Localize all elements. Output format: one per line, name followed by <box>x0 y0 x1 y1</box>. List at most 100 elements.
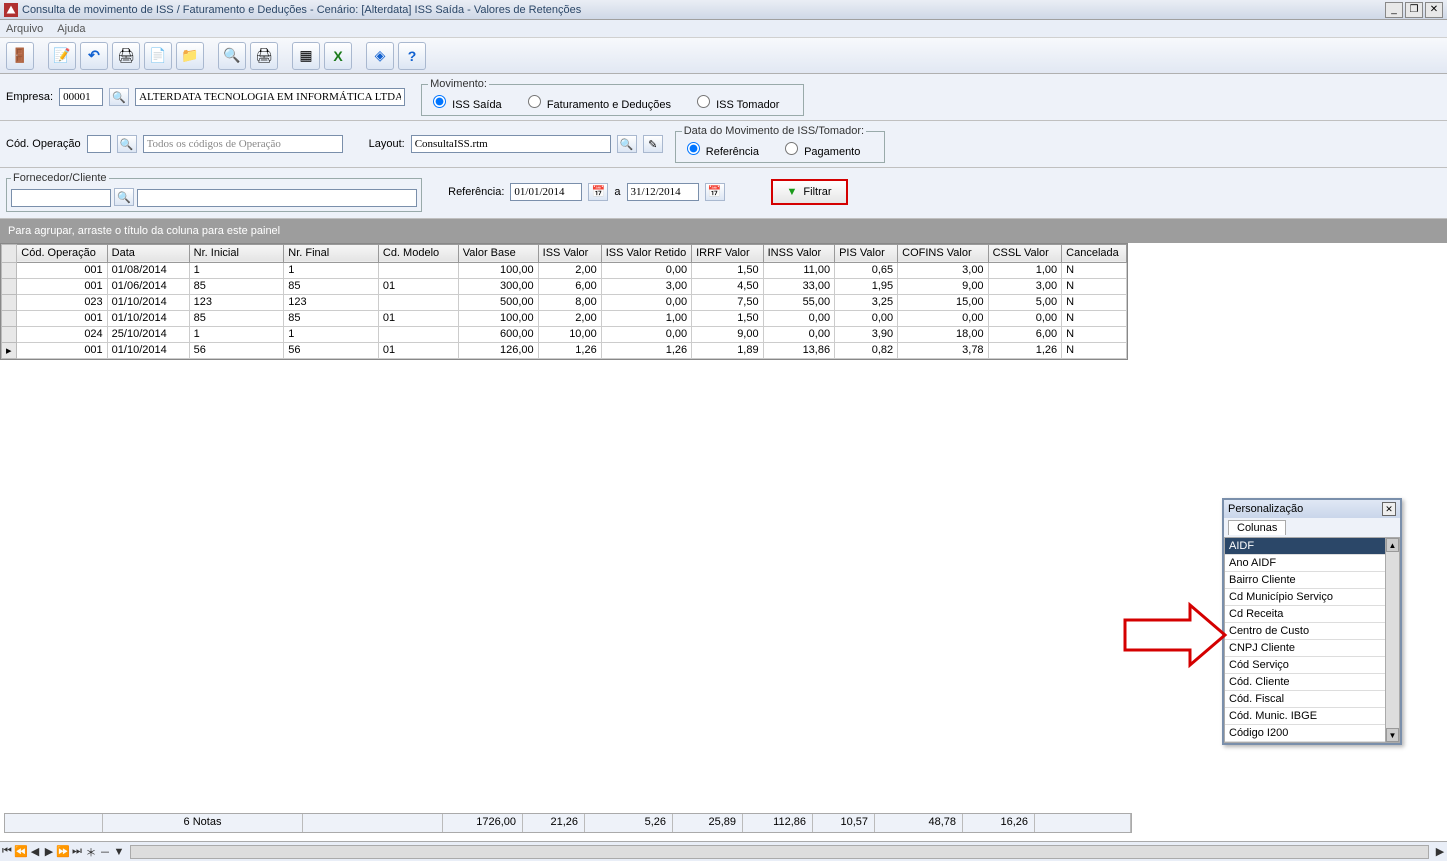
close-button[interactable]: ✕ <box>1425 2 1443 18</box>
col-header[interactable]: Cód. Operação <box>17 244 107 262</box>
nav-del[interactable]: － <box>98 844 112 860</box>
grid-cell[interactable]: 100,00 <box>458 262 538 278</box>
personal-scroll-up[interactable]: ▲ <box>1386 538 1399 552</box>
grid-cell[interactable]: 55,00 <box>763 294 834 310</box>
radio-referencia[interactable]: Referência <box>682 146 759 158</box>
grid-cell[interactable]: 001 <box>17 310 107 326</box>
grid-cell[interactable]: 01 <box>378 310 458 326</box>
grid-cell[interactable]: 7,50 <box>692 294 763 310</box>
grid-icon[interactable]: ▦ <box>292 42 320 70</box>
layout-search-icon[interactable]: 🔍 <box>617 135 637 153</box>
personal-item[interactable]: Cód Serviço <box>1225 657 1385 674</box>
grid-cell[interactable]: 1,26 <box>988 342 1062 358</box>
menu-ajuda[interactable]: Ajuda <box>57 23 85 35</box>
grid-cell[interactable]: 300,00 <box>458 278 538 294</box>
col-header[interactable]: Cancelada <box>1062 244 1127 262</box>
minimize-button[interactable]: _ <box>1385 2 1403 18</box>
empresa-code-input[interactable] <box>59 88 103 106</box>
nav-first[interactable]: ⏮ <box>0 845 14 858</box>
grid-cell[interactable]: N <box>1062 342 1127 358</box>
grid-cell[interactable]: 18,00 <box>898 326 988 342</box>
grid-cell[interactable]: 3,00 <box>988 278 1062 294</box>
folder-icon[interactable]: 📁 <box>176 42 204 70</box>
grid-cell[interactable]: 01/10/2014 <box>107 342 189 358</box>
nav-next[interactable]: ▶ <box>42 845 56 858</box>
grid-cell[interactable]: 1,89 <box>692 342 763 358</box>
grid-cell[interactable]: 001 <box>17 342 107 358</box>
radio-iss-tomador[interactable]: ISS Tomador <box>692 99 779 111</box>
col-header[interactable]: Cd. Modelo <box>378 244 458 262</box>
personal-tab-colunas[interactable]: Colunas <box>1228 520 1286 535</box>
maximize-button[interactable]: ❐ <box>1405 2 1423 18</box>
grid-cell[interactable]: 3,00 <box>898 262 988 278</box>
grid-cell[interactable]: 0,00 <box>988 310 1062 326</box>
personal-item[interactable]: Ano AIDF <box>1225 555 1385 572</box>
grid-cell[interactable]: 0,00 <box>601 294 691 310</box>
grid-cell[interactable] <box>378 262 458 278</box>
empresa-search-icon[interactable]: 🔍 <box>109 88 129 106</box>
personal-item[interactable]: CNPJ Cliente <box>1225 640 1385 657</box>
personal-close-button[interactable]: ✕ <box>1382 502 1396 516</box>
fornecedor-search-icon[interactable]: 🔍 <box>114 188 134 206</box>
grid-cell[interactable]: 13,86 <box>763 342 834 358</box>
grid-cell[interactable] <box>378 326 458 342</box>
grid-cell[interactable]: 10,00 <box>538 326 601 342</box>
grid-cell[interactable]: 0,00 <box>835 310 898 326</box>
group-by-panel[interactable]: Para agrupar, arraste o título da coluna… <box>0 219 1447 243</box>
grid-cell[interactable]: 2,00 <box>538 262 601 278</box>
grid-cell[interactable]: 11,00 <box>763 262 834 278</box>
grid-cell[interactable]: 3,78 <box>898 342 988 358</box>
grid-cell[interactable]: 126,00 <box>458 342 538 358</box>
col-header[interactable]: Data <box>107 244 189 262</box>
grid-cell[interactable]: N <box>1062 310 1127 326</box>
grid-cell[interactable]: 600,00 <box>458 326 538 342</box>
grid-cell[interactable]: 0,82 <box>835 342 898 358</box>
personal-scroll-down[interactable]: ▼ <box>1386 728 1399 742</box>
info-icon[interactable]: ◈ <box>366 42 394 70</box>
grid-cell[interactable]: 1,95 <box>835 278 898 294</box>
personal-item[interactable]: Cód. Cliente <box>1225 674 1385 691</box>
col-header[interactable]: IRRF Valor <box>692 244 763 262</box>
nav-next-page[interactable]: ⏩ <box>56 845 70 858</box>
col-header[interactable]: Nr. Inicial <box>189 244 284 262</box>
print-preview-icon[interactable]: 🖨 <box>250 42 278 70</box>
col-header[interactable]: ISS Valor <box>538 244 601 262</box>
grid-cell[interactable]: 1 <box>189 262 284 278</box>
grid-cell[interactable]: 0,00 <box>601 326 691 342</box>
col-header[interactable]: PIS Valor <box>835 244 898 262</box>
h-scrollbar[interactable] <box>130 845 1429 859</box>
grid-cell[interactable]: 0,00 <box>763 310 834 326</box>
grid-cell[interactable]: 6,00 <box>538 278 601 294</box>
undo-icon[interactable]: ↶ <box>80 42 108 70</box>
grid-cell[interactable]: 024 <box>17 326 107 342</box>
grid-cell[interactable]: 8,00 <box>538 294 601 310</box>
nav-last[interactable]: ⏭ <box>70 845 84 858</box>
col-header[interactable]: ISS Valor Retido <box>601 244 691 262</box>
grid-cell[interactable]: 1,00 <box>988 262 1062 278</box>
grid-cell[interactable]: 1,50 <box>692 262 763 278</box>
help-icon[interactable]: ? <box>398 42 426 70</box>
grid-cell[interactable]: 0,00 <box>763 326 834 342</box>
personal-item[interactable]: Cd Município Serviço <box>1225 589 1385 606</box>
grid-cell[interactable]: 1 <box>284 326 379 342</box>
fornecedor-code-input[interactable] <box>11 189 111 207</box>
radio-pagamento[interactable]: Pagamento <box>780 146 860 158</box>
grid-cell[interactable]: 85 <box>189 310 284 326</box>
grid-cell[interactable]: 01/10/2014 <box>107 310 189 326</box>
new-doc-icon[interactable]: 📄 <box>144 42 172 70</box>
grid-cell[interactable]: 023 <box>17 294 107 310</box>
personal-item[interactable]: Cd Receita <box>1225 606 1385 623</box>
col-header[interactable]: COFINS Valor <box>898 244 988 262</box>
grid-cell[interactable]: 3,00 <box>601 278 691 294</box>
col-header[interactable]: Valor Base <box>458 244 538 262</box>
grid-cell[interactable]: 0,65 <box>835 262 898 278</box>
grid-cell[interactable]: 1,00 <box>601 310 691 326</box>
grid-cell[interactable]: 3,90 <box>835 326 898 342</box>
grid-cell[interactable]: 100,00 <box>458 310 538 326</box>
calendar-start-icon[interactable]: 📅 <box>588 183 608 201</box>
date-end-input[interactable] <box>627 183 699 201</box>
grid-cell[interactable]: 6,00 <box>988 326 1062 342</box>
grid-cell[interactable]: 1 <box>189 326 284 342</box>
grid-cell[interactable]: N <box>1062 326 1127 342</box>
calendar-end-icon[interactable]: 📅 <box>705 183 725 201</box>
